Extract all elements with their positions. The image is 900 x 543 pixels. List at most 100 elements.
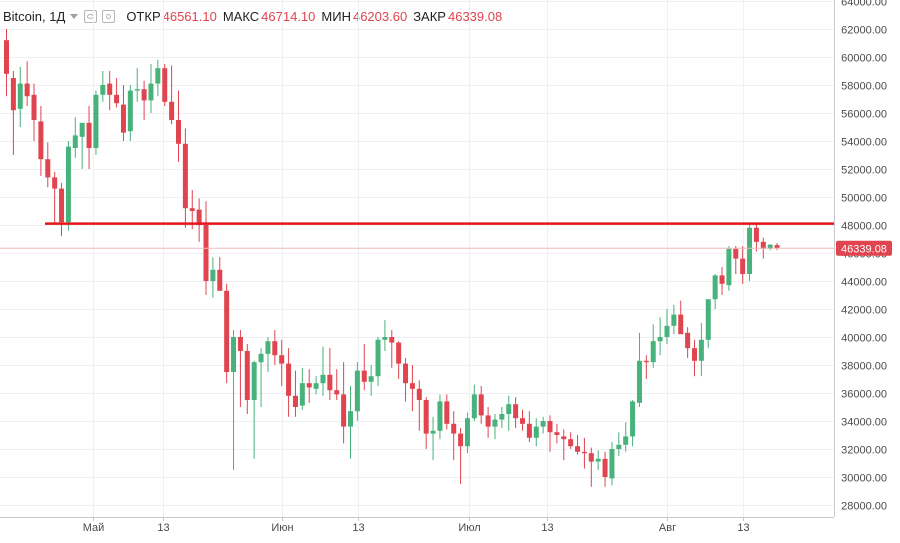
candle-body <box>485 415 491 427</box>
candle <box>423 397 429 449</box>
candle-body <box>375 339 381 377</box>
timeframe-label[interactable]: 1Д <box>49 8 66 24</box>
candle-body <box>286 363 292 396</box>
candle-body <box>258 353 264 363</box>
candle <box>52 171 58 225</box>
y-tick-label: 34000.00 <box>841 417 887 429</box>
high-label: МАКС <box>222 8 260 24</box>
candle-body <box>478 394 484 416</box>
candle-body <box>506 404 512 414</box>
candle-body <box>533 426 539 438</box>
y-tick-label: 60000.00 <box>841 53 887 65</box>
candle <box>368 365 374 396</box>
candle <box>458 428 464 484</box>
candle-body <box>636 360 642 403</box>
candle <box>176 90 181 162</box>
candle-body <box>361 370 367 382</box>
candle <box>774 243 780 251</box>
candle-body <box>437 401 443 431</box>
candle <box>657 317 663 356</box>
candle <box>114 78 120 108</box>
high-value: 46714.10 <box>261 8 316 24</box>
candle <box>575 435 581 455</box>
candle <box>451 411 457 461</box>
candle <box>733 246 739 274</box>
y-tick-label: 28000.00 <box>841 501 887 513</box>
candle <box>251 360 257 459</box>
candle <box>10 71 16 155</box>
candle <box>299 367 305 410</box>
candle <box>72 117 78 158</box>
candle-body <box>664 325 670 337</box>
candle-body <box>705 299 711 340</box>
candle-body <box>616 444 622 449</box>
close-label: ЗАКР <box>413 8 446 24</box>
symbol-name[interactable]: Bitcoin <box>3 8 43 24</box>
candle-body <box>767 244 773 249</box>
candle-body <box>196 209 202 225</box>
candle <box>210 257 216 298</box>
candle <box>540 416 546 434</box>
x-tick-label: Июл <box>458 522 480 534</box>
candle <box>100 71 106 102</box>
candle-body <box>354 370 360 412</box>
candle <box>726 246 732 291</box>
candle-body <box>389 337 395 343</box>
candle <box>313 376 319 395</box>
candle-body <box>403 363 409 384</box>
y-tick-label: 56000.00 <box>841 109 887 121</box>
candle-body <box>451 423 457 434</box>
close-value: 46339.08 <box>447 8 503 24</box>
candle <box>306 369 312 403</box>
y-tick-label: 42000.00 <box>841 305 887 317</box>
candle-body <box>726 248 732 286</box>
candle <box>45 142 51 188</box>
candle-body <box>464 418 470 447</box>
x-tick-label: Июн <box>271 522 293 534</box>
candle-body <box>409 383 415 389</box>
low-value: 46203.60 <box>352 8 408 24</box>
candle <box>354 362 360 421</box>
candle-body <box>86 122 92 148</box>
candle <box>148 64 154 113</box>
candle-body <box>210 269 216 281</box>
chevron-down-icon[interactable] <box>70 13 79 19</box>
candle-body <box>231 337 237 372</box>
candle <box>327 348 333 400</box>
y-tick-label: 62000.00 <box>841 25 887 37</box>
candle <box>86 106 92 169</box>
candle-body <box>148 83 154 101</box>
candle <box>630 400 636 447</box>
candle <box>705 299 711 349</box>
candle <box>602 451 608 487</box>
candle <box>409 365 415 412</box>
candle <box>616 432 622 456</box>
candle <box>134 68 140 102</box>
candle <box>182 128 188 228</box>
candle <box>526 411 532 442</box>
candle <box>265 337 271 372</box>
candle-body <box>382 337 388 340</box>
candle <box>492 414 498 440</box>
candle-body <box>650 341 656 363</box>
candle <box>237 330 243 407</box>
candle-body <box>588 453 594 462</box>
gear-icon[interactable] <box>102 9 116 23</box>
x-tick-label: 13 <box>541 522 553 534</box>
y-tick-label: 44000.00 <box>841 277 887 289</box>
candle <box>382 320 388 351</box>
candle-body <box>10 78 16 111</box>
candle-body <box>747 227 753 274</box>
candle <box>485 407 491 438</box>
candle <box>623 422 629 452</box>
price-badge-text: 46339.08 <box>841 243 887 255</box>
candle-body <box>162 68 168 102</box>
candle-body <box>155 68 161 84</box>
candle-body <box>774 245 780 249</box>
candle-body <box>630 401 636 437</box>
candle <box>279 339 285 386</box>
candle-body <box>38 121 44 160</box>
candle-body <box>107 83 113 95</box>
candle <box>430 416 436 461</box>
